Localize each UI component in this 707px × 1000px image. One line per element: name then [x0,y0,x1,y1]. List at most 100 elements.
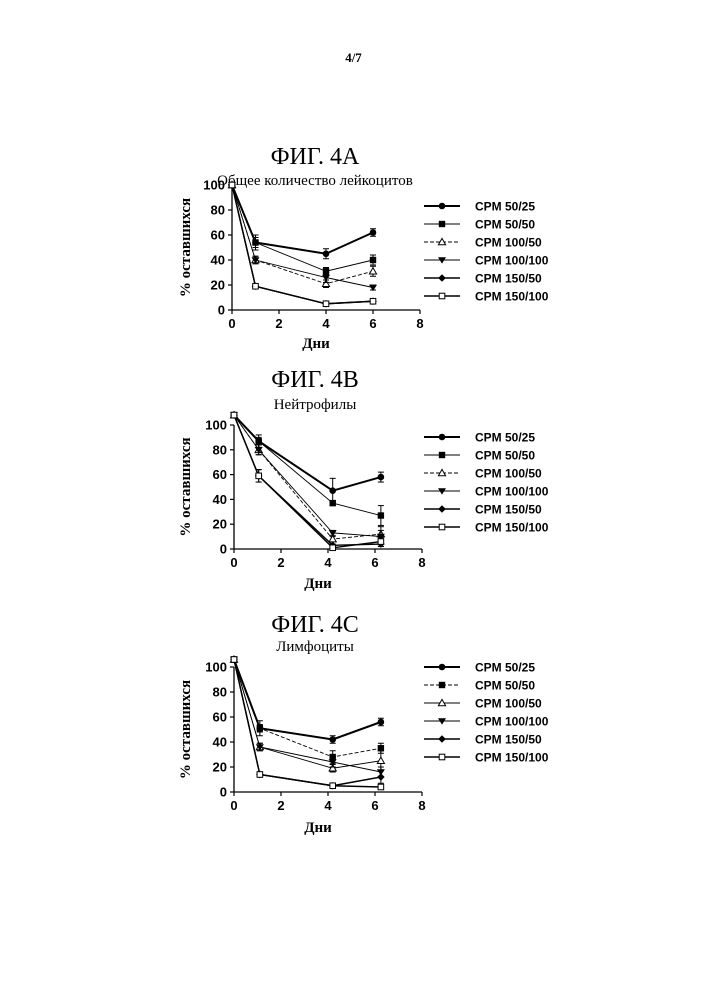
legend-label: CPM 50/50 [475,218,535,232]
x-tick-label: 0 [230,798,237,813]
data-point [231,412,237,418]
data-point [323,301,329,307]
legend-marker [439,293,445,299]
legend-label: CPM 150/50 [475,503,542,517]
legend-label: CPM 150/50 [475,272,542,286]
legend-item: CPM 50/25 [424,431,535,445]
y-tick-label: 100 [205,660,227,675]
y-tick-label: 20 [213,760,227,775]
data-point [369,268,376,274]
y-tick-label: 20 [211,278,225,293]
y-tick-label: 100 [203,178,225,193]
legend-item: CPM 100/50 [424,697,542,711]
y-tick-label: 0 [218,303,225,318]
legend-marker [439,682,445,688]
data-point [378,719,385,726]
legend-item: CPM 150/50 [424,503,542,517]
legend-marker [439,524,445,530]
legend-marker [439,203,446,210]
series-line [234,660,381,786]
data-point [252,239,258,245]
series-line [234,415,381,515]
y-tick-label: 60 [213,467,227,482]
figure-label-4b: ФИГ. 4В [0,367,630,394]
x-tick-label: 8 [416,316,423,331]
x-tick-label: 8 [418,555,425,570]
series-line [234,660,381,758]
y-tick-label: 40 [211,253,225,268]
y-tick-label: 40 [213,735,227,750]
legend-marker [438,505,446,513]
y-tick-label: 0 [220,542,227,557]
series-6 [231,412,384,550]
y-tick-label: 40 [213,492,227,507]
y-tick-label: 80 [211,203,225,218]
legend-marker [439,664,446,671]
data-point [378,474,385,481]
legend-marker [438,735,446,743]
legend-label: CPM 150/100 [475,290,549,304]
y-tick-label: 60 [213,710,227,725]
data-point [257,772,263,778]
series-4 [230,412,385,546]
series-4 [228,182,377,291]
legend-marker [439,452,445,458]
legend-item: CPM 100/100 [424,485,549,499]
legend-label: CPM 100/50 [475,236,542,250]
x-tick-label: 8 [418,798,425,813]
data-point [370,257,376,263]
data-point [370,229,377,236]
legend-label: CPM 100/100 [475,485,549,499]
x-tick-label: 0 [228,316,235,331]
data-point [253,283,259,289]
data-point [370,298,376,304]
legend-label: CPM 50/25 [475,200,535,214]
x-tick-label: 4 [324,555,332,570]
legend-item: CPM 100/50 [424,467,542,481]
legend-label: CPM 100/100 [475,254,549,268]
legend: CPM 50/25 CPM 50/50 CPM 100/50 CPM 100/100 C… [424,661,549,765]
legend-label: CPM 50/25 [475,431,535,445]
legend-item: CPM 50/50 [424,449,535,463]
legend-marker [438,274,446,282]
y-tick-label: 100 [205,418,227,433]
data-point [329,487,336,494]
legend-label: CPM 50/25 [475,661,535,675]
x-axis-title: Дни [302,336,330,352]
legend-label: CPM 150/50 [475,733,542,747]
legend-item: CPM 150/100 [424,290,549,304]
legend-item: CPM 50/50 [424,218,535,232]
series-line [234,660,381,769]
x-tick-label: 6 [371,555,378,570]
legend-item: CPM 50/50 [424,679,535,693]
y-tick-label: 80 [213,442,227,457]
data-point [378,512,384,518]
legend-label: CPM 100/50 [475,467,542,481]
data-point [378,784,384,790]
data-point [257,725,263,731]
series-1 [231,656,384,743]
legend-label: CPM 150/100 [475,751,549,765]
legend-label: CPM 50/50 [475,449,535,463]
series-1 [229,182,377,259]
x-axis-title: Дни [304,820,332,836]
series-1 [231,412,384,503]
data-point [256,473,262,479]
chart-4a: 02040608010002468Дни% оставшихсяCPM 50/2… [0,175,707,375]
legend-item: CPM 100/50 [424,236,542,250]
legend-item: CPM 150/100 [424,751,549,765]
legend-item: CPM 150/100 [424,521,549,535]
data-point [330,545,336,551]
x-tick-label: 6 [371,798,378,813]
legend-label: CPM 100/100 [475,715,549,729]
x-tick-label: 4 [324,798,332,813]
legend-marker [439,221,445,227]
y-axis-title: % оставшихся [178,680,194,779]
data-point [377,773,385,781]
data-point [330,783,336,789]
series-4 [230,657,385,777]
legend-item: CPM 50/25 [424,200,535,214]
x-tick-label: 2 [277,555,284,570]
series-6 [231,657,384,790]
data-point [329,736,336,743]
